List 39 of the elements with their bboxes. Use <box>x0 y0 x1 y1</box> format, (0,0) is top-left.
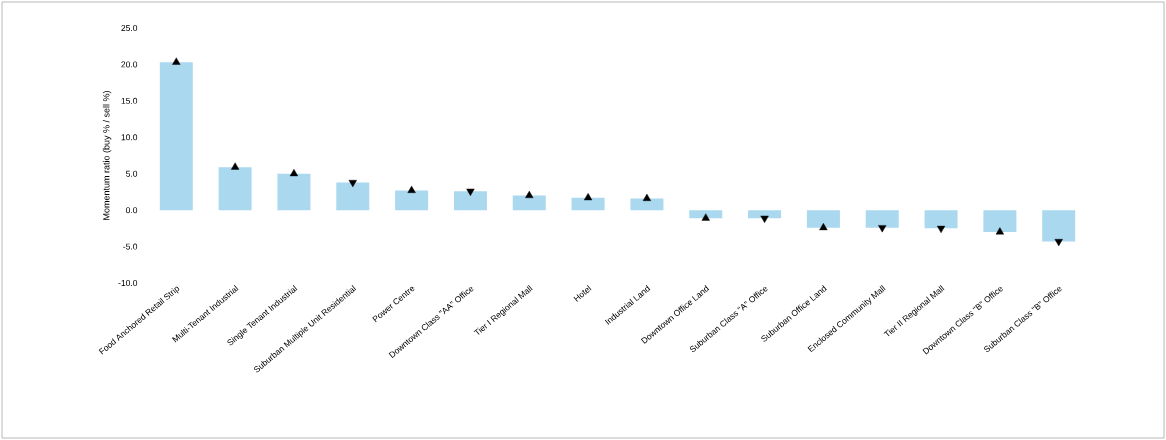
point <box>1054 239 1063 247</box>
bar <box>159 62 193 211</box>
y-tick-label: 15.0 <box>121 97 138 104</box>
bar <box>806 210 840 228</box>
bar <box>983 210 1017 232</box>
bar <box>336 182 370 211</box>
point <box>231 162 240 170</box>
point <box>466 188 475 196</box>
bar <box>218 167 252 211</box>
bar <box>395 190 429 211</box>
point <box>995 227 1004 235</box>
point <box>819 222 828 231</box>
point <box>584 193 593 201</box>
bar <box>1042 210 1076 242</box>
y-tick-label: 20.0 <box>121 61 138 68</box>
point <box>878 225 887 233</box>
point <box>407 185 416 193</box>
point <box>701 213 710 221</box>
y-tick-label: 10.0 <box>121 134 138 141</box>
point <box>760 215 769 223</box>
point <box>289 169 299 177</box>
bar <box>453 191 487 211</box>
bar <box>512 195 546 211</box>
bar <box>689 210 723 219</box>
y-tick-label: 0.0 <box>125 207 138 214</box>
point <box>936 225 946 234</box>
point <box>642 193 652 201</box>
bar <box>924 210 958 229</box>
y-axis-title: Momentum ratio (buy % / sell %) <box>102 91 112 220</box>
point <box>172 57 181 65</box>
bar <box>277 173 311 211</box>
bar <box>865 210 899 228</box>
point <box>525 190 534 199</box>
bar <box>571 197 605 211</box>
bar <box>630 198 664 211</box>
y-tick-label: 25.0 <box>121 24 138 31</box>
y-tick-label: -10.0 <box>118 279 138 286</box>
y-tick-label: 5.0 <box>126 170 138 177</box>
y-tick-label: -5.0 <box>123 243 138 250</box>
